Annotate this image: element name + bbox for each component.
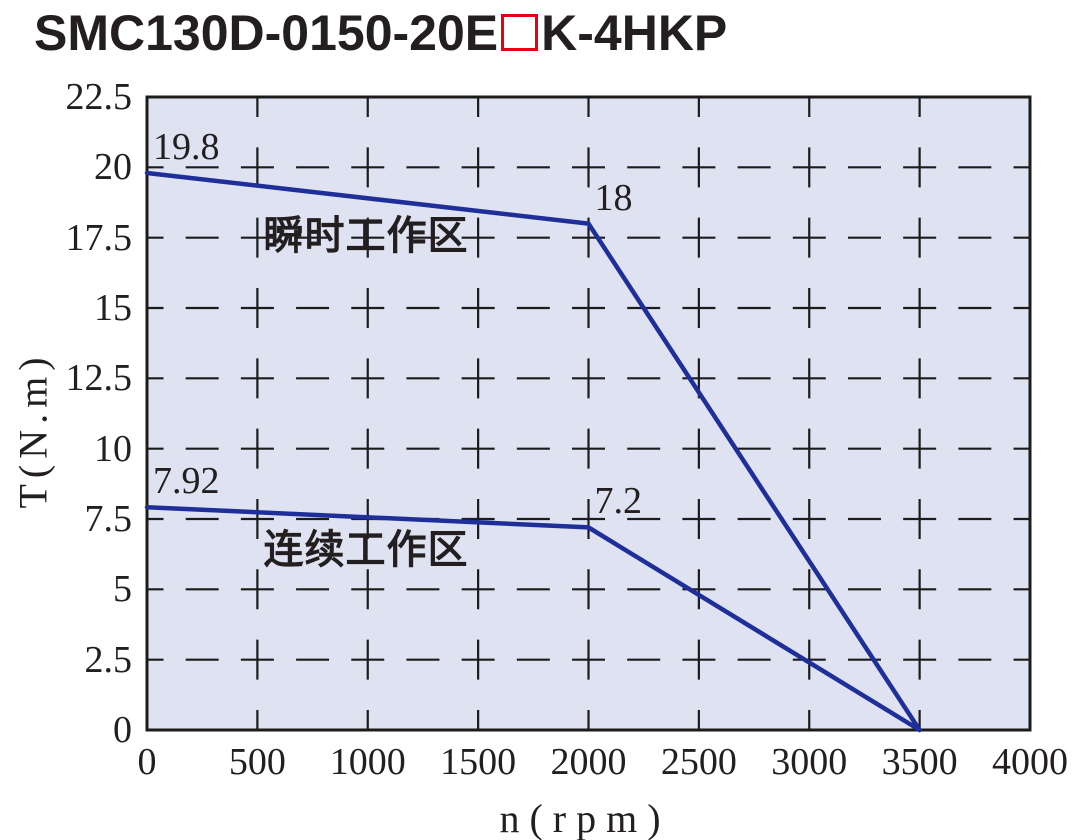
y-tick-label: 15 [94, 287, 132, 329]
point-value-label: 7.92 [153, 460, 220, 503]
x-axis-title: n(rpm) [499, 796, 671, 840]
y-tick-label: 10 [94, 427, 132, 470]
y-tick-label: 7.5 [84, 498, 133, 540]
y-tick-label: 0 [113, 709, 132, 751]
x-tick-label: 1500 [440, 741, 517, 783]
x-tick-label: 1000 [329, 741, 406, 783]
x-tick-label: 2000 [550, 741, 627, 783]
x-tick-label: 3000 [771, 741, 848, 783]
y-tick-label: 5 [113, 568, 132, 611]
x-tick-label: 0 [137, 741, 157, 783]
y-axis-title: T(N.m) [10, 351, 56, 509]
region-label: 瞬时工作区 [263, 214, 469, 259]
x-tick-label: 3500 [881, 741, 958, 783]
title-placeholder-box-icon [501, 14, 539, 51]
series-line-1 [144, 504, 922, 733]
y-tick-label: 22.5 [65, 76, 133, 118]
y-tick-label: 2.5 [84, 638, 133, 681]
plot-border [145, 95, 1032, 732]
plot-background [147, 97, 1030, 730]
x-tick-label: 2500 [660, 741, 737, 783]
title-suffix: K-4HKP [541, 5, 728, 61]
y-tick-label: 12.5 [65, 357, 133, 400]
y-tick-label: 17.5 [65, 216, 133, 259]
y-tick-label: 20 [94, 146, 132, 189]
x-tick-label: 500 [228, 741, 286, 783]
point-value-label: 19.8 [153, 125, 220, 168]
point-value-label: 7.2 [594, 480, 643, 523]
point-value-label: 18 [594, 176, 633, 219]
chart-title: SMC130D-0150-20E K-4HKP [34, 4, 727, 62]
region-label: 连续工作区 [263, 528, 469, 572]
series-line-0 [144, 170, 922, 733]
title-prefix: SMC130D-0150-20E [34, 5, 499, 61]
x-tick-label: 4000 [992, 741, 1068, 783]
